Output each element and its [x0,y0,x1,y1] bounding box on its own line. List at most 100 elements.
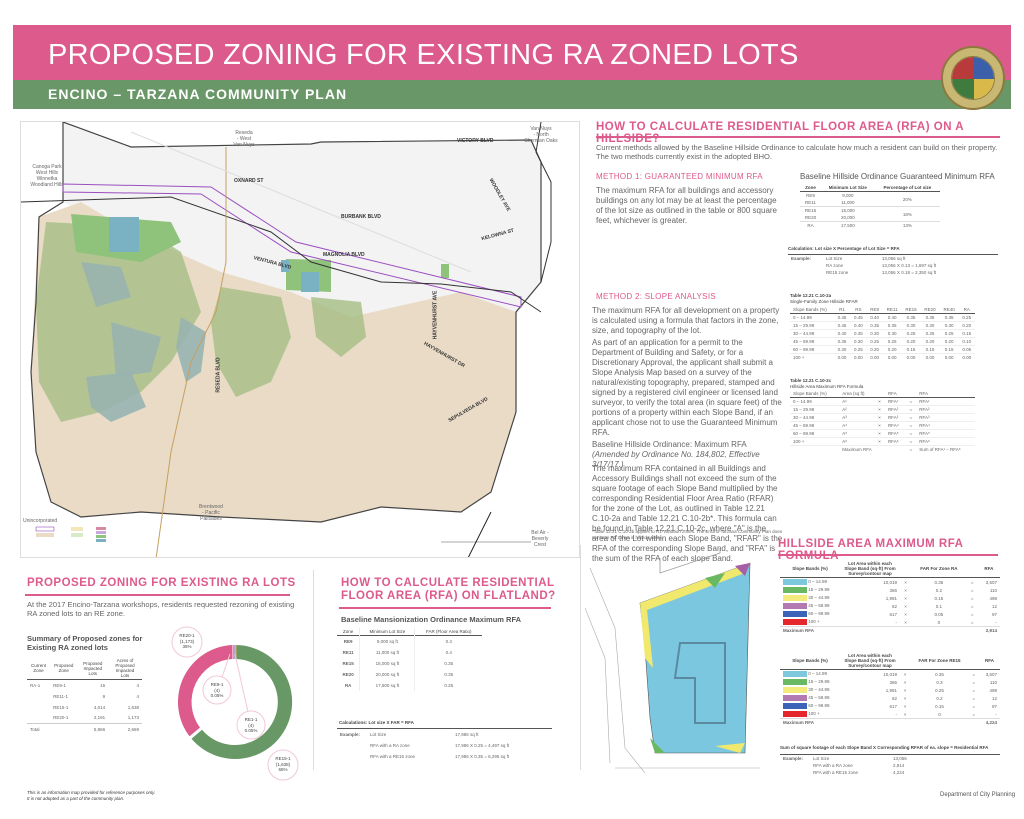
table-row: RA 17,500 sq ft 0.25 [337,679,482,691]
slope-band-swatch [783,695,807,701]
method1-example-table: Example: Lot Size 13,056 sq ft RA zone 13,0… [788,254,998,276]
slope-band-swatch [783,679,807,685]
flatland-calc-label: Calculations: Lot size X FAR = RFA [339,720,414,725]
callout-label-re1: RE1-1 (4) 0.05% [244,717,258,733]
table-row: 100 +0.00 0.00 0.00 0.00 0.00 0.00 0.00 0.00 [793,355,972,360]
slope-band-swatch [783,579,807,585]
table-row: RA-1 RE9-1 16 4 [30,682,139,688]
table-row: RE11 11,000 sq ft 0.4 [337,646,482,658]
method1-text: The maximum RFA for all buildings and ac… [596,186,778,225]
table-row: 0 – 14.99 10,019 × 0.35 = 3,507 [780,670,1000,679]
street-label: VICTORY BLVD [457,138,494,144]
table-row: RE11-1 9 4 [53,693,139,699]
table-row: 60 – 99.99 0.30 0.25 0.20 0.20 0.15 0.15 0.15 0.… [790,346,975,354]
table-row: Maximum RFA 4,224 [780,718,1000,727]
slope-band-swatch [783,619,807,625]
table-row: 100 + - × 0 = - [780,618,1000,627]
page-title: PROPOSED ZONING FOR EXISTING RA ZONED LO… [48,39,799,71]
region-label-se: Bel Air - Beverly Crest [531,530,549,548]
flatland-far-table: Zone Minimum Lot Size FAR (Floor Area Rati… [337,628,482,691]
page-subtitle: ENCINO – TARZANA COMMUNITY PLAN [48,86,348,102]
table-row: 15 – 29.99 A² × RFA² = RFA² [790,406,975,414]
table-row: 0 – 14.99 0.45 0.45 0.40 0.40 0.35 0.35 0.35 0.2… [790,314,975,322]
flatland-section-title: HOW TO CALCULATE RESIDENTIAL FLOOR AREA (… [341,577,556,602]
chart-callout-re9 [202,675,232,705]
table-row: 30 – 44.99 1,991 × 0.15 = 498 [780,594,1000,602]
table-total-row: Total 5,866 2,669 [27,723,142,736]
callout-label-re15: RE15-1 (1,638) 65% [275,756,291,772]
street-label: RESEDA BLVD [215,357,222,393]
table-row: RE15 zone 13,056 X 0.18 = 2,350 sq ft [826,270,937,275]
table-row: 30 – 44.99 A³ × RFA³ = RFA³ [790,414,975,422]
flatland-table-title: Baseline Mansionization Ordinance Maximu… [341,615,522,624]
table-row: 45 – 59.99 0.35 0.30 0.25 0.25 0.20 0.20 0.20 0.… [790,338,975,346]
table-row: 60 – 99.99 617 × 0.15 = 97 [780,702,1000,710]
flatland-example-table: Example: Lot Size 17,986 sq ft RFA with a … [337,728,552,762]
slope-band-swatch [783,711,807,717]
table-row: 100 + - × 0 = - [780,710,1000,719]
table-row: RFA with a RE15 zone 4,224 [813,770,905,775]
hillside-intro: Current methods allowed by the Baseline … [596,143,998,161]
table-row: 0 – 14.99 A¹ × RFA¹ = RFA¹ [790,398,975,406]
method2-heading: METHOD 2: SLOPE ANALYSIS [596,292,716,301]
slope-band-swatch [783,603,807,609]
table-row: RE20-1 2,191 1,173 [53,715,139,721]
map-graphic [21,122,552,557]
table-row: 15 – 29.99 0.45 0.40 0.35 0.35 0.30 0.30 0.30 0.… [790,322,975,330]
table-2c-caption: Table 12.21 C.10-2c Hillside Area Maximum… [790,378,864,389]
formula-example-table: Example: Lot Size 13,056 RFA with a RA zon… [780,754,1000,776]
method2-p2: As part of an application for a permit t… [592,338,782,437]
region-label-s: Brentwood - Pacific Palisades [199,504,223,522]
flatland-title-rule [339,607,551,609]
table-row: 100 + A⁶ × RFA⁶ = RFA⁶ [790,438,975,446]
slope-band-swatch [783,587,807,593]
donut-slice-re20 [177,645,233,737]
table-row: 45 – 59.99 A⁴ × RFA⁴ = RFA⁴ [790,422,975,430]
table-row: RFA with a RA zone 2,914 [813,763,905,768]
method1-table-title: Baseline Hillside Ordinance Guaranteed M… [800,172,995,181]
method2-p3-sub: (Amended by Ordinance No. 184,802, Effec… [592,450,760,469]
slope-analysis-map [585,548,760,773]
method2-p3-title: Baseline Hillside Ordinance: Maximum RFA [592,440,747,449]
method2-footnote: *Table 12.21 C.10-2b applies to R1-Varia… [592,529,782,540]
slope-band-swatch [783,595,807,601]
table-row: RE15 15,000 sq ft 0.35 [337,657,482,669]
callout-label-re20: RE20-1 (1,173) 35% [179,633,195,649]
donut-slice-re9 [233,645,235,659]
header-banner: PROPOSED ZONING FOR EXISTING RA ZONED LO… [13,25,1011,110]
table-row: RE11 11,000 [805,200,855,205]
table-row: Example: Lot Size 17,986 sq ft [340,731,479,737]
table-row: RE9 9,000 sq ft 0.4 [337,635,482,647]
guaranteed-min-rfa-table: Zone Minimum Lot Size Percentage of Lot … [800,184,940,229]
hillside-title-rule [596,136,1000,138]
table-row: RFA with a RA zone 17,986 X 0.25 = 4,497 … [370,742,510,748]
zoning-donut-chart [171,626,299,781]
street-label: HAYVENHURST AVE [432,290,439,340]
table-row: RE20 20,000 [804,215,855,220]
zoning-map: Canoga Park West Hills Winnetka Woodland… [20,121,580,558]
method1-calc-label: Calculation: Lot size X Percentage of Lo… [788,246,900,251]
column-header: Percentage of Lot size [883,185,932,190]
table-row: 45 – 59.99 62 × 0.1 = 12 [780,602,1000,610]
table-2a-caption: Table 12.21 C.10-2a Single-Family Zone Hi… [790,293,858,304]
proposed-intro: At the 2017 Encino-Tarzana workshops, re… [27,600,295,618]
table-row: Example: Lot Size 13,056 sq ft [791,256,906,261]
method2-p1: The maximum RFA for all development on a… [592,306,780,335]
table-row: 60 – 99.99 617 × 0.05 = 97 [780,610,1000,618]
table-row: RE15 15,000 18% [800,206,940,217]
banner-title-bar [13,25,1011,80]
method1-heading: METHOD 1: GUARANTEED MINIMUM RFA [596,172,763,181]
table-row: RE15-1 4,014 1,638 [53,704,139,710]
department-credit: Department of City Planning [940,792,1016,798]
section-divider [313,570,314,770]
section-divider [580,545,581,770]
proposed-title-rule [25,594,290,596]
table-row: 60 – 99.99 A⁵ × RFA⁵ = RFA⁵ [790,430,975,438]
region-label-ne: Van Nuys - North Sherman Oaks [524,126,558,144]
column-header: Minimum Lot Size [828,185,867,190]
region-label-n: Reseda - West Van Nuys [233,130,255,148]
proposed-section-title: PROPOSED ZONING FOR EXISTING RA LOTS [27,577,296,589]
chart-callout-re20 [171,626,203,658]
region-label-sw: Unincorporated [23,518,58,524]
slope-band-swatch [783,687,807,693]
